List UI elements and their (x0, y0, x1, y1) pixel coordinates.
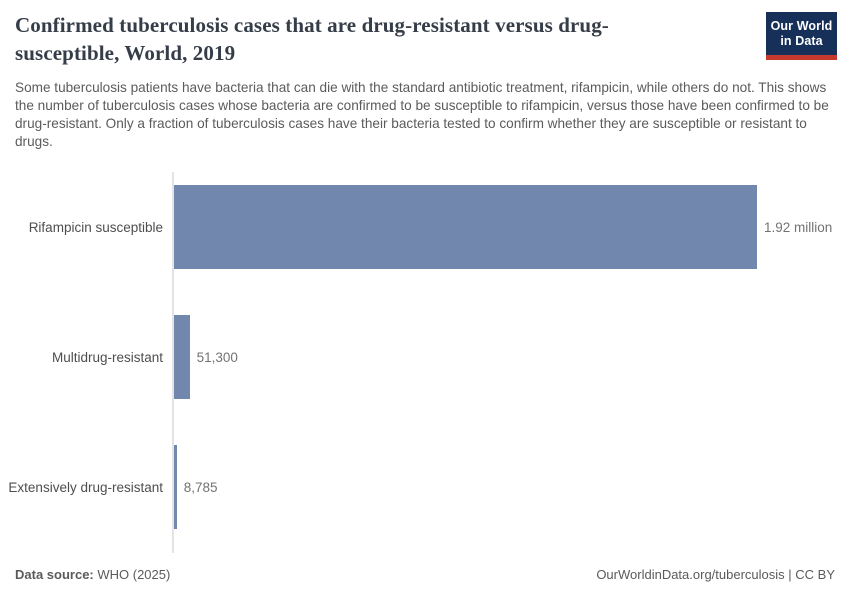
bar-rows: Rifampicin susceptible 1.92 million Multid… (0, 162, 850, 552)
chart-footer: Data source: WHO (2025) OurWorldinData.o… (15, 567, 835, 582)
bar-category-label: Rifampicin susceptible (28, 219, 163, 235)
bar-row: Rifampicin susceptible 1.92 million (0, 162, 850, 292)
attribution-link[interactable]: OurWorldinData.org/tuberculosis (596, 567, 785, 582)
chart-title: Confirmed tuberculosis cases that are dr… (15, 13, 609, 65)
bar-value-label: 1.92 million (764, 219, 833, 235)
data-source-label: Data source: (15, 567, 94, 582)
owid-logo[interactable]: Our World in Data (766, 12, 837, 60)
bar-value-label: 51,300 (196, 349, 238, 365)
owid-logo-line1: Our World (770, 19, 833, 33)
data-source-value: WHO (2025) (93, 567, 171, 582)
bar-category-label: Multidrug-resistant (51, 349, 163, 365)
license-label: CC BY (795, 567, 835, 582)
y-axis-line (172, 172, 174, 553)
bar-value-label: 8,785 (183, 479, 218, 495)
bar[interactable] (174, 445, 177, 529)
bar-row: Extensively drug-resistant 8,785 (0, 422, 850, 552)
data-source: Data source: WHO (2025) (15, 567, 170, 582)
attribution-separator: | (784, 567, 796, 582)
owid-logo-line2: in Data (780, 33, 823, 48)
bar-chart: Rifampicin susceptible 1.92 million Multid… (0, 162, 850, 553)
bar[interactable] (174, 315, 190, 399)
bar[interactable] (174, 185, 757, 269)
attribution: OurWorldinData.org/tuberculosis | CC BY (596, 567, 835, 582)
bar-row: Multidrug-resistant 51,300 (0, 292, 850, 422)
bar-category-label: Extensively drug-resistant (8, 479, 163, 495)
chart-subtitle: Some tuberculosis patients have bacteria… (15, 80, 829, 150)
